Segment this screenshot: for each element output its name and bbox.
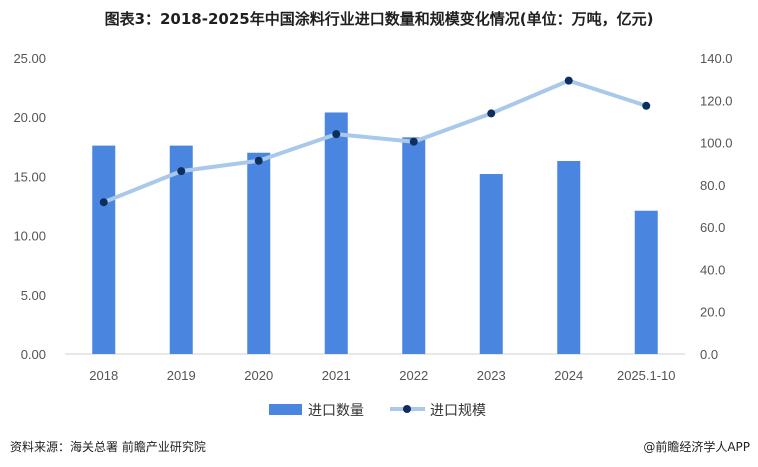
left-y-tick-label: 5.00 [21,288,46,303]
x-tick-label: 2022 [399,368,428,383]
bar-2022 [402,137,426,354]
credit-note: @前瞻经济学人APP [643,440,750,454]
bar-2024 [557,161,581,354]
left-y-tick-label: 0.00 [21,347,46,362]
line-point-2024 [564,76,573,85]
right-y-tick-label: 0.0 [700,347,718,362]
legend-bar-label: 进口数量 [308,403,364,419]
bar-2019 [169,145,193,354]
line-series [99,76,651,207]
line-point-2022 [409,137,418,146]
legend-line-marker [403,405,411,413]
left-y-tick-label: 20.00 [13,110,46,125]
right-y-tick-label: 40.0 [700,262,725,277]
line-path [103,78,647,205]
x-tick-label: 2020 [244,368,273,383]
x-tick-label: 2018 [89,368,118,383]
legend: 进口数量 进口规模 [269,403,486,419]
line-point-2020 [254,156,263,165]
bar-series [92,112,658,355]
bar-2025.1-10 [634,210,658,354]
line-point-2019 [177,167,186,176]
x-tick-label: 2025.1-10 [617,368,676,383]
right-y-tick-label: 100.0 [700,136,733,151]
right-y-tick-label: 120.0 [700,93,733,108]
x-tick-label: 2024 [554,368,583,383]
bar-2021 [324,112,348,355]
bar-2023 [479,174,503,354]
left-y-tick-label: 15.00 [13,169,46,184]
line-point-2023 [487,109,496,118]
line-point-2025.1-10 [642,101,651,110]
left-y-axis-ticks: 0.00 5.00 10.00 15.00 20.00 25.00 [13,51,46,362]
legend-line-label: 进口规模 [430,403,486,419]
x-axis-ticks: 2018 2019 2020 2021 2022 2023 2024 2025.1-10 [89,368,675,383]
x-tick-label: 2023 [477,368,506,383]
chart-title: 图表3：2018-2025年中国涂料行业进口数量和规模变化情况(单位：万吨，亿元… [104,10,654,28]
x-tick-label: 2019 [167,368,196,383]
bar-2020 [247,152,271,354]
right-y-tick-label: 20.0 [700,305,725,320]
left-y-tick-label: 10.00 [13,229,46,244]
right-y-tick-label: 80.0 [700,178,725,193]
bar-2018 [92,145,116,354]
right-y-tick-label: 140.0 [700,51,733,66]
source-note: 资料来源：海关总署 前瞻产业研究院 [10,440,206,454]
x-tick-label: 2021 [322,368,351,383]
right-y-tick-label: 60.0 [700,220,725,235]
line-point-2018 [99,198,108,207]
left-y-tick-label: 25.00 [13,51,46,66]
right-y-axis-ticks: 0.0 20.0 40.0 60.0 80.0 100.0 120.0 140.0 [700,51,733,362]
line-point-2021 [332,130,341,139]
legend-bar-swatch [269,404,302,415]
